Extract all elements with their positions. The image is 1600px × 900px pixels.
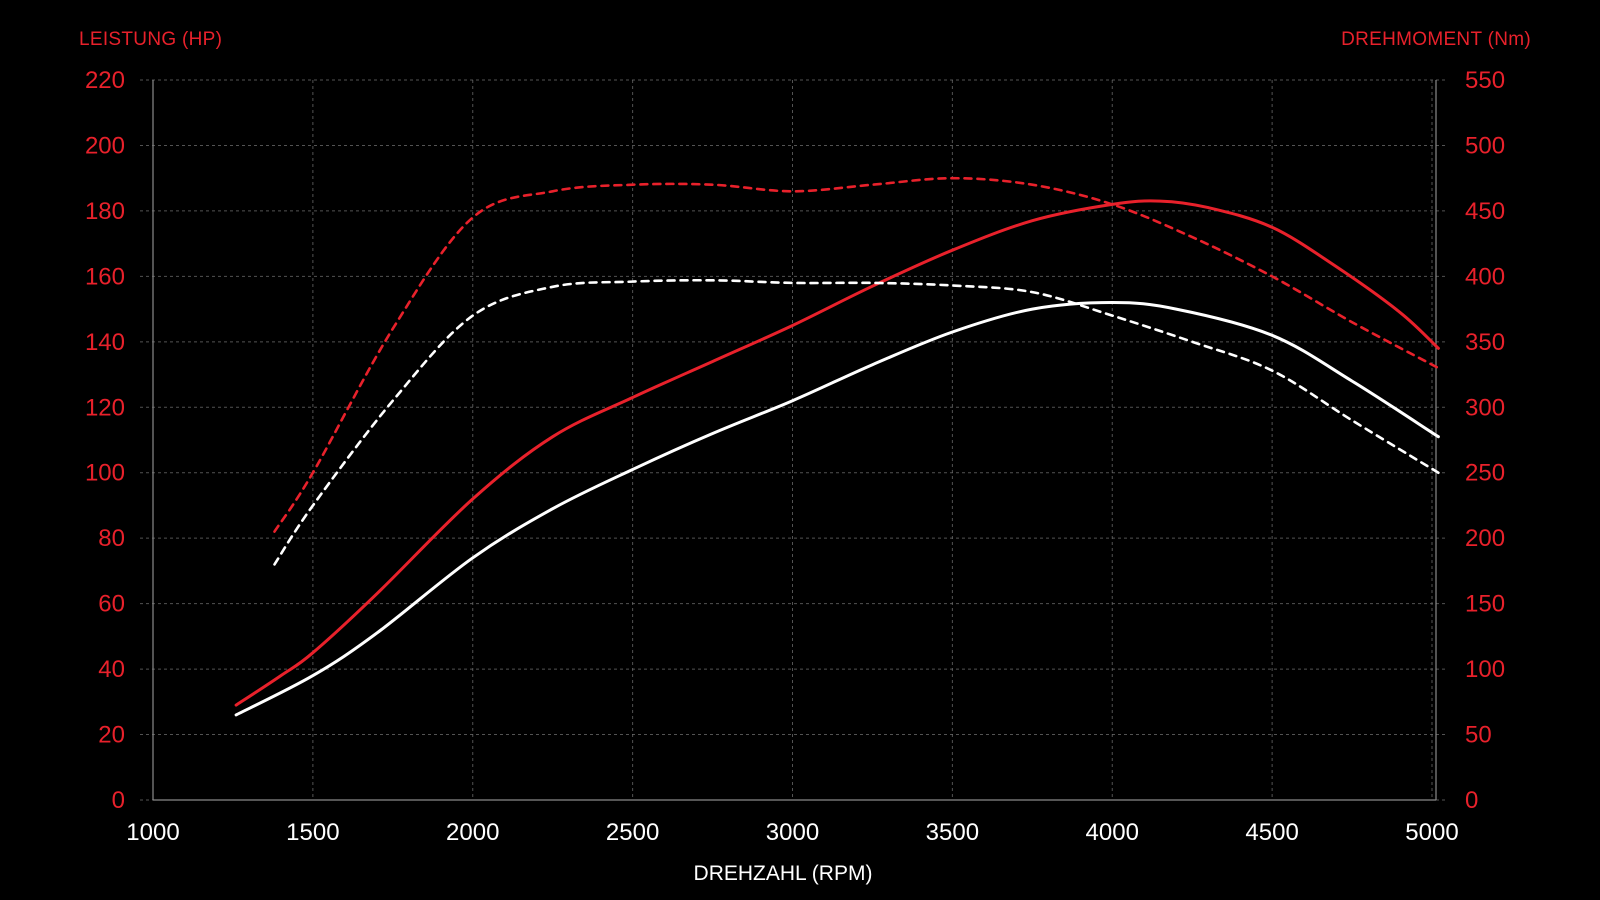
right-tick-label: 50 bbox=[1465, 722, 1492, 749]
right-tick-label: 150 bbox=[1465, 591, 1505, 618]
left-tick-label: 140 bbox=[85, 329, 125, 356]
curves bbox=[234, 176, 1440, 717]
right-tick-label: 100 bbox=[1465, 656, 1505, 683]
x-tick-label: 4000 bbox=[1086, 819, 1139, 846]
right-axis-title: DREHMOMENT (Nm) bbox=[1341, 29, 1531, 50]
right-tick-label: 300 bbox=[1465, 394, 1505, 421]
x-tick-label: 3500 bbox=[926, 819, 979, 846]
left-tick-label: 20 bbox=[98, 722, 125, 749]
right-tick-label: 0 bbox=[1465, 787, 1478, 814]
x-tick-label: 3000 bbox=[766, 819, 819, 846]
left-tick-label: 0 bbox=[112, 787, 125, 814]
right-tick-label: 400 bbox=[1465, 263, 1505, 290]
right-tick-label: 250 bbox=[1465, 460, 1505, 487]
red-solid-curve bbox=[234, 199, 1440, 707]
left-tick-label: 200 bbox=[85, 132, 125, 159]
tick-labels: 0 20 40 60 80 100 120 140 160 180 200 220 0 50 100 150 2… bbox=[85, 67, 1505, 846]
x-axis-title: DREHZAHL (RPM) bbox=[694, 862, 873, 885]
left-tick-label: 180 bbox=[85, 198, 125, 225]
x-tick-label: 4500 bbox=[1245, 819, 1298, 846]
left-tick-label: 40 bbox=[98, 656, 125, 683]
white-solid-curve bbox=[234, 301, 1440, 717]
x-tick-label: 5000 bbox=[1405, 819, 1458, 846]
right-tick-label: 500 bbox=[1465, 132, 1505, 159]
white-dashed-curve bbox=[273, 278, 1440, 566]
right-tick-label: 200 bbox=[1465, 525, 1505, 552]
left-tick-label: 100 bbox=[85, 460, 125, 487]
right-tick-label: 350 bbox=[1465, 329, 1505, 356]
red-dashed-curve bbox=[273, 176, 1440, 533]
left-tick-label: 120 bbox=[85, 394, 125, 421]
x-tick-label: 2000 bbox=[446, 819, 499, 846]
left-tick-label: 80 bbox=[98, 525, 125, 552]
left-axis-title: LEISTUNG (HP) bbox=[79, 29, 222, 50]
x-tick-label: 2500 bbox=[606, 819, 659, 846]
x-tick-label: 1000 bbox=[126, 819, 179, 846]
left-tick-label: 220 bbox=[85, 67, 125, 94]
right-tick-label: 550 bbox=[1465, 67, 1505, 94]
grid bbox=[140, 79, 1448, 801]
x-tick-label: 1500 bbox=[286, 819, 339, 846]
left-tick-label: 60 bbox=[98, 591, 125, 618]
right-tick-label: 450 bbox=[1465, 198, 1505, 225]
left-tick-label: 160 bbox=[85, 263, 125, 290]
